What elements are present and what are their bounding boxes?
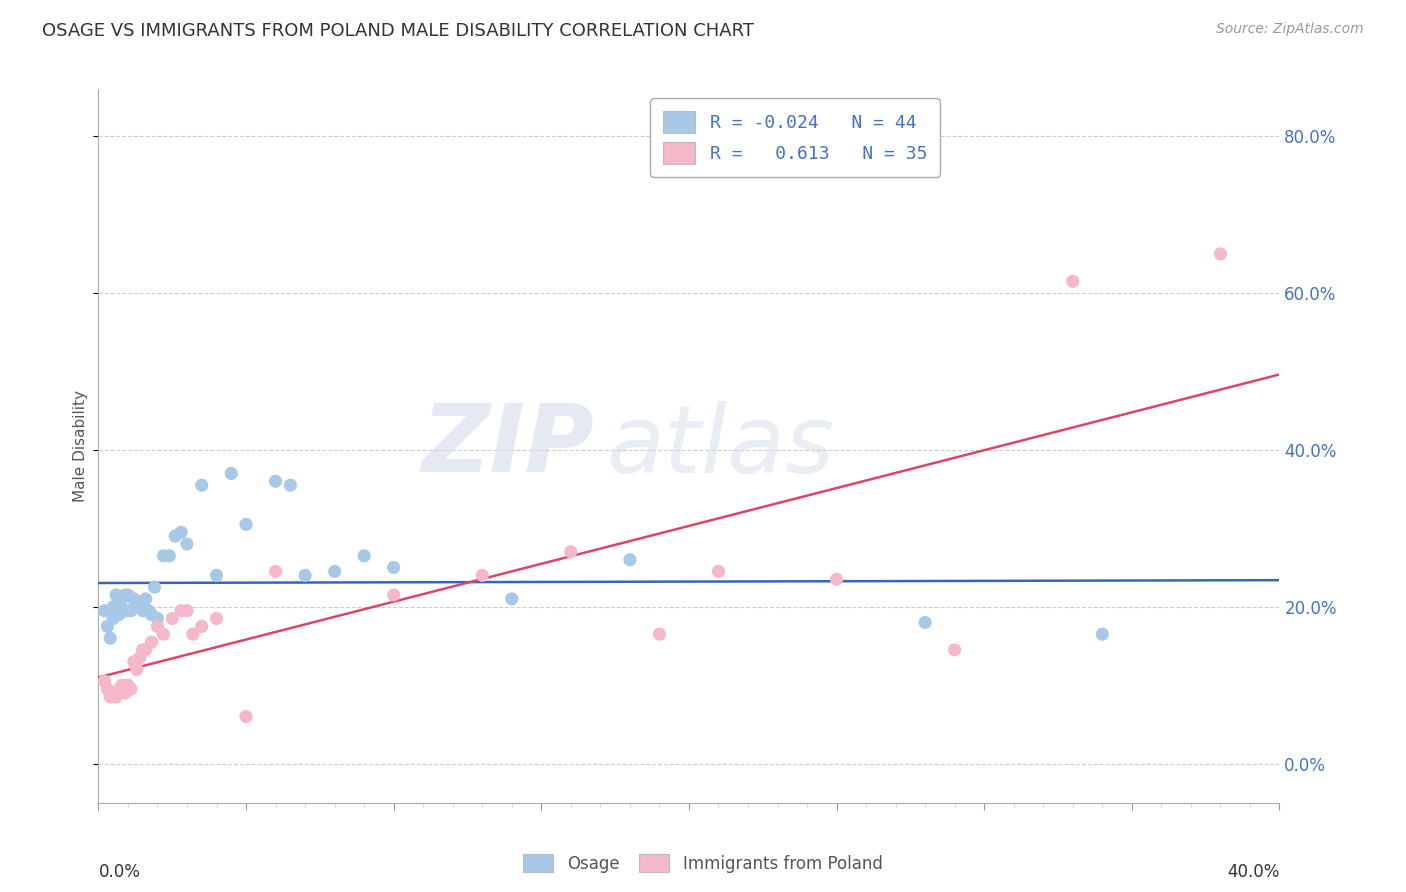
Point — [191, 619, 214, 633]
Point — [105, 604, 128, 618]
Point — [619, 552, 641, 566]
Point — [264, 565, 287, 579]
Point — [128, 596, 150, 610]
Y-axis label: Male Disability: Male Disability — [73, 390, 87, 502]
Point — [122, 591, 145, 606]
Point — [181, 627, 204, 641]
Point — [143, 580, 166, 594]
Point — [138, 604, 160, 618]
Point — [103, 599, 125, 614]
Point — [205, 611, 228, 625]
Point — [108, 596, 131, 610]
Point — [125, 663, 148, 677]
Point — [114, 588, 136, 602]
Text: 0.0%: 0.0% — [98, 863, 141, 881]
Point — [560, 545, 582, 559]
Point — [120, 604, 142, 618]
Point — [93, 674, 115, 689]
Point — [707, 565, 730, 579]
Text: ZIP: ZIP — [422, 400, 595, 492]
Point — [98, 690, 121, 704]
Point — [825, 572, 848, 586]
Point — [353, 549, 375, 563]
Point — [294, 568, 316, 582]
Point — [111, 604, 134, 618]
Point — [108, 682, 131, 697]
Point — [914, 615, 936, 630]
Point — [93, 604, 115, 618]
Point — [165, 529, 187, 543]
Point — [219, 467, 242, 481]
Point — [103, 686, 125, 700]
Point — [323, 565, 346, 579]
Point — [96, 682, 118, 697]
Point — [170, 604, 193, 618]
Point — [96, 619, 118, 633]
Point — [157, 549, 180, 563]
Point — [122, 655, 145, 669]
Point — [146, 611, 169, 625]
Point — [162, 611, 183, 625]
Point — [501, 591, 523, 606]
Point — [141, 607, 163, 622]
Point — [114, 686, 136, 700]
Point — [111, 678, 134, 692]
Point — [382, 588, 405, 602]
Point — [141, 635, 163, 649]
Legend: Osage, Immigrants from Poland: Osage, Immigrants from Poland — [517, 847, 889, 880]
Point — [117, 678, 139, 692]
Point — [128, 650, 150, 665]
Point — [125, 599, 148, 614]
Point — [471, 568, 494, 582]
Point — [1062, 274, 1084, 288]
Point — [264, 475, 287, 489]
Point — [648, 627, 671, 641]
Point — [176, 537, 198, 551]
Point — [943, 643, 966, 657]
Text: atlas: atlas — [606, 401, 835, 491]
Point — [105, 588, 128, 602]
Point — [111, 591, 134, 606]
Point — [1091, 627, 1114, 641]
Point — [103, 611, 125, 625]
Point — [120, 682, 142, 697]
Point — [170, 525, 193, 540]
Point — [152, 627, 174, 641]
Point — [205, 568, 228, 582]
Point — [135, 643, 157, 657]
Point — [146, 619, 169, 633]
Point — [108, 607, 131, 622]
Point — [114, 604, 136, 618]
Point — [105, 690, 128, 704]
Point — [235, 517, 257, 532]
Point — [176, 604, 198, 618]
Point — [235, 709, 257, 723]
Point — [191, 478, 214, 492]
Point — [382, 560, 405, 574]
Point — [152, 549, 174, 563]
Point — [98, 631, 121, 645]
Point — [135, 591, 157, 606]
Point — [1209, 247, 1232, 261]
Text: OSAGE VS IMMIGRANTS FROM POLAND MALE DISABILITY CORRELATION CHART: OSAGE VS IMMIGRANTS FROM POLAND MALE DIS… — [42, 22, 754, 40]
Point — [132, 643, 155, 657]
Text: 40.0%: 40.0% — [1227, 863, 1279, 881]
Point — [117, 588, 139, 602]
Text: Source: ZipAtlas.com: Source: ZipAtlas.com — [1216, 22, 1364, 37]
Legend: R = -0.024   N = 44, R =   0.613   N = 35: R = -0.024 N = 44, R = 0.613 N = 35 — [650, 98, 939, 177]
Point — [132, 604, 155, 618]
Point — [117, 604, 139, 618]
Point — [278, 478, 302, 492]
